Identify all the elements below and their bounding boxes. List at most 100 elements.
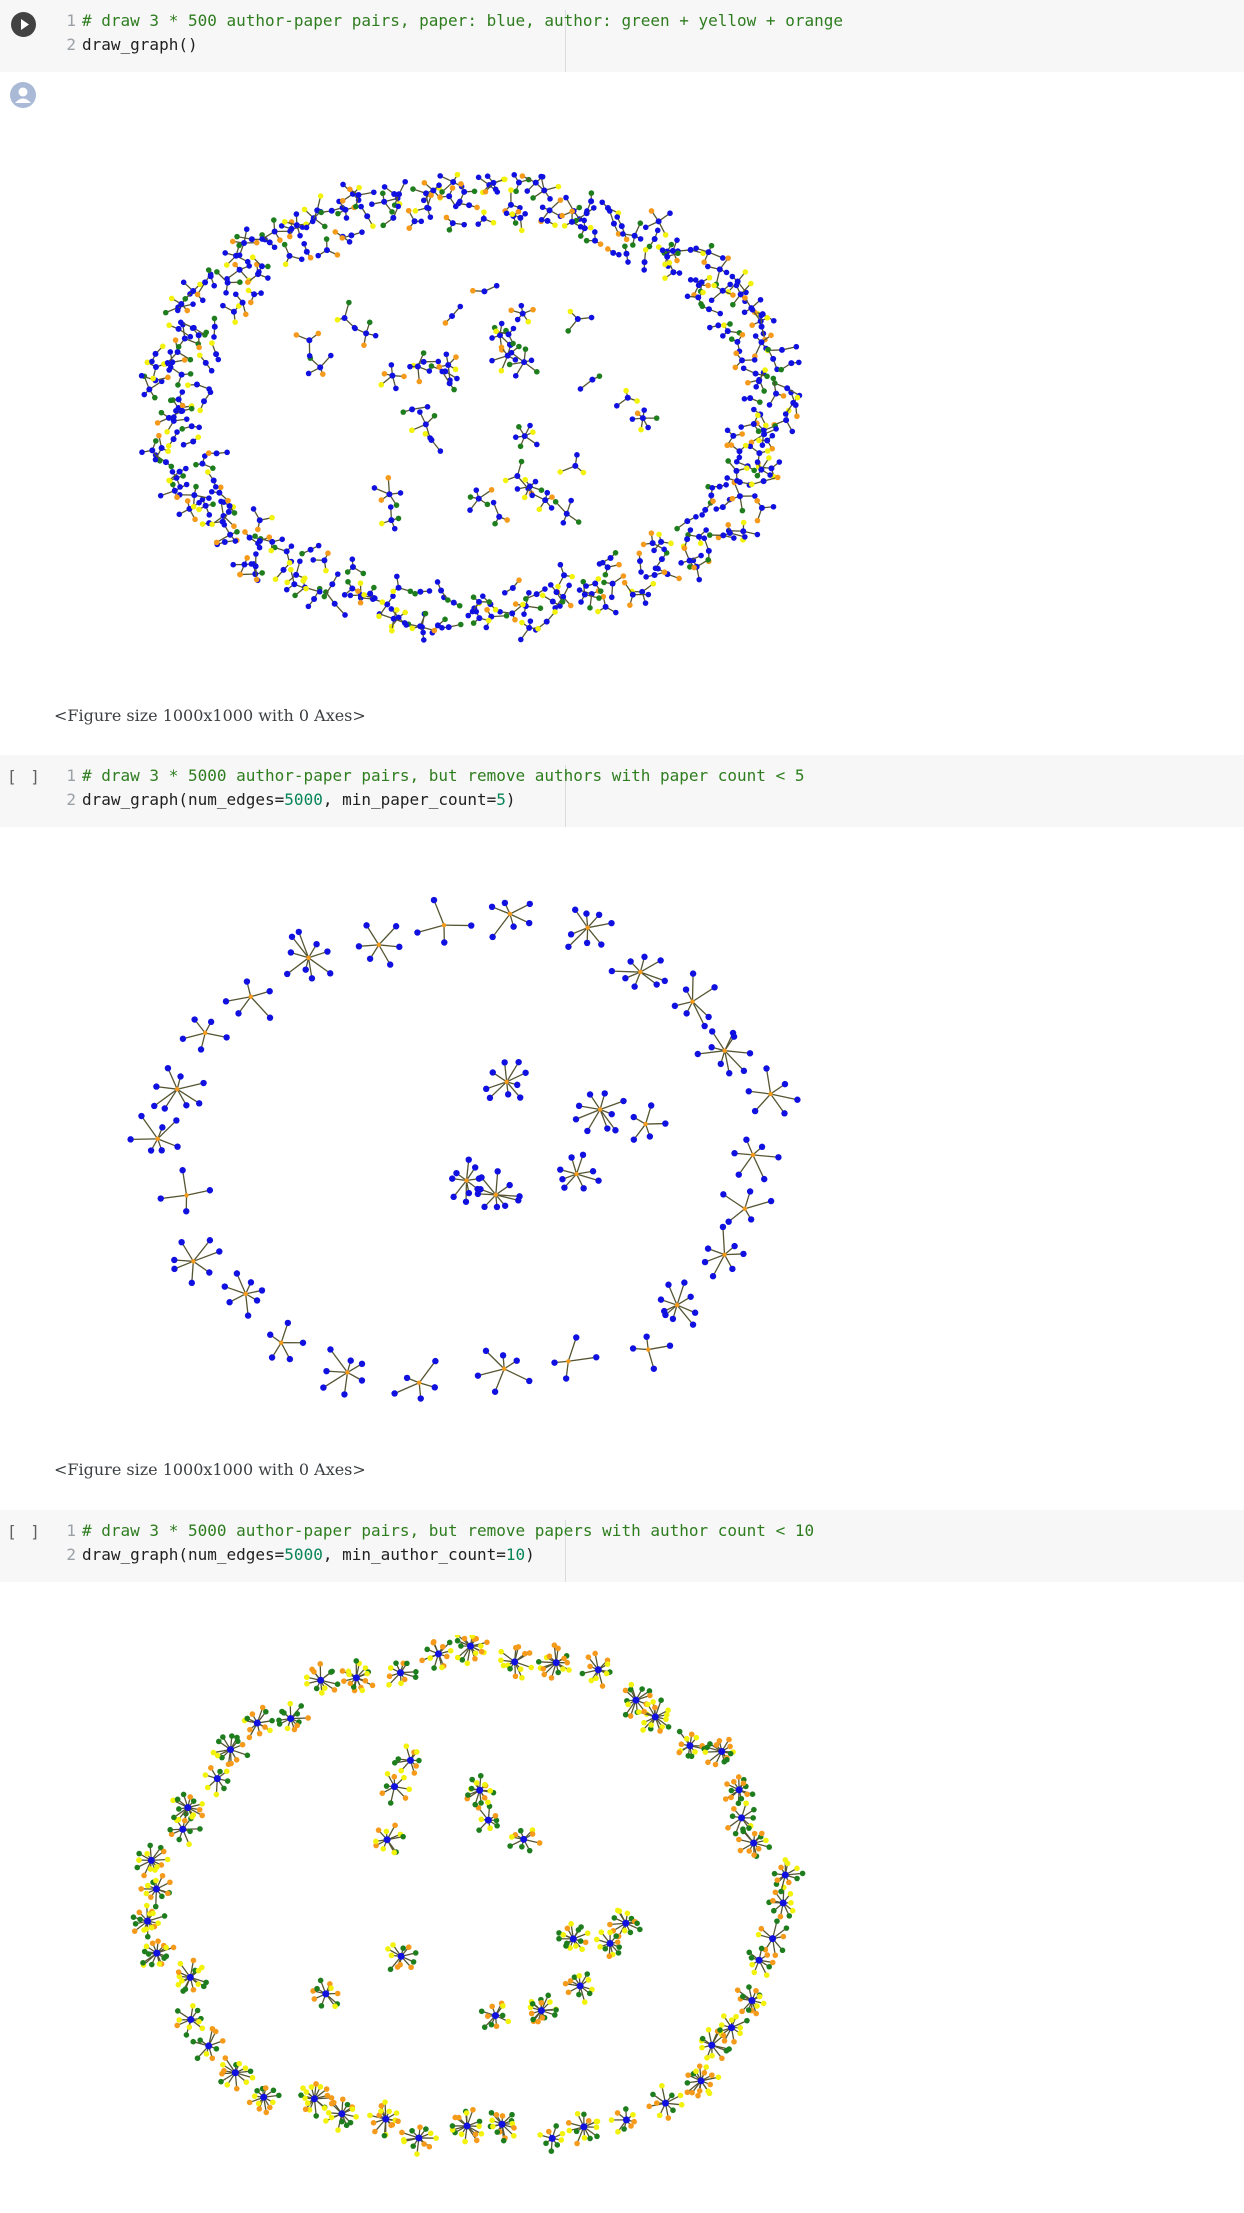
author-node [213,2045,220,2052]
graph-edge [323,1371,348,1389]
paper-node [446,193,453,200]
author-node [768,1091,773,1097]
graph-node [369,201,375,207]
author-node [186,1841,192,1848]
graph-node [176,511,183,518]
author-node [149,1940,156,1947]
code-cell-3[interactable]: [ ] 1 # draw 3 * 5000 author-paper pairs,… [0,1510,1244,1582]
graph-node [757,296,764,303]
cell-execution-bracket[interactable]: [ ] [7,767,42,786]
author-node [244,1752,251,1759]
graph-node [417,409,423,415]
paper-node [187,2016,195,2024]
paper-node [153,1083,160,1090]
code-editor[interactable]: 1 # draw 3 * 5000 author-paper pairs, but… [50,1520,814,1582]
paper-node [475,1175,483,1182]
graph-edge [704,1254,725,1263]
paper-node [522,1069,529,1076]
author-node [760,2000,767,2007]
graph-node [752,333,759,339]
paper-node [253,1719,261,1727]
graph-component [725,1800,757,1837]
graph-edge [633,1123,647,1141]
graph-component [310,1977,341,2010]
author-node [631,2118,637,2125]
author-node [500,1662,507,1669]
graph-edge [667,1284,678,1306]
code-comment: # draw 3 * 5000 author-paper pairs, but … [82,766,805,785]
paper-node [623,250,630,257]
author-node [131,1928,138,1934]
author-node [494,2129,501,2135]
graph-edge [489,1081,508,1099]
author-node [416,1757,422,1764]
graph-node [442,320,449,326]
graph-edge [724,1050,745,1072]
graph-node [576,587,583,593]
graph-node [431,627,438,634]
graph-node [774,474,781,481]
paper-node [622,1919,630,1927]
code-editor[interactable]: 1 # draw 3 * 5000 author-paper pairs, but… [50,765,804,827]
cell-execution-bracket[interactable]: [ ] [7,1522,42,1541]
paper-node [144,1917,152,1925]
graph-component [708,281,736,304]
author-node [652,1704,658,1711]
author-node [233,2085,240,2092]
paper-node [521,433,528,440]
run-cell-button[interactable] [11,12,36,37]
paper-node [474,1185,481,1193]
paper-node [510,923,517,930]
author-node [152,1903,159,1910]
graph-node [184,498,191,504]
paper-node [176,468,183,475]
paper-node [406,1756,414,1764]
graph-node [614,214,621,220]
graph-component [740,365,770,380]
paper-node [561,572,568,579]
graph-edge [181,1170,188,1196]
paper-node [760,478,767,485]
graph-edge [307,957,313,979]
code-editor[interactable]: 1 # draw 3 * 500 author-paper pairs, pape… [50,10,843,72]
paper-node [431,1384,439,1391]
author-node [579,1670,586,1677]
graph-node [376,613,382,620]
author-node [195,1981,202,1987]
graph-component [676,1728,707,1760]
author-node [704,2055,710,2061]
graph-node [739,431,745,437]
paper-node [445,624,452,631]
graph-node [668,241,675,248]
graph-edge [752,1154,779,1158]
author-node [517,1666,524,1672]
paper-node [684,536,691,543]
graph-component [685,527,709,547]
paper-node [683,1010,690,1017]
author-node [390,1942,396,1948]
author-node [702,1749,709,1755]
author-node [604,1661,611,1667]
graph-node [259,570,265,576]
graph-node [778,366,785,373]
author-node [750,1152,756,1158]
author-node [751,1830,758,1837]
author-node [176,1973,183,1980]
paper-node [627,958,634,965]
graph-node [272,576,279,583]
graph-component [443,214,467,233]
code-cell-1[interactable]: 1 # draw 3 * 500 author-paper pairs, pape… [0,0,1244,72]
author-node [511,2132,517,2139]
paper-node [662,1120,669,1127]
graph-edge [192,1239,211,1262]
graph-node [237,279,243,286]
code-cell-2[interactable]: [ ] 1 # draw 3 * 5000 author-paper pairs,… [0,755,1244,827]
author-node [403,1743,410,1749]
graph-node [715,534,722,541]
paper-node [572,462,579,469]
paper-node [689,1321,697,1328]
graph-node [740,519,747,526]
author-node [180,1791,187,1798]
paper-node [641,259,648,266]
author-node [130,1914,137,1920]
